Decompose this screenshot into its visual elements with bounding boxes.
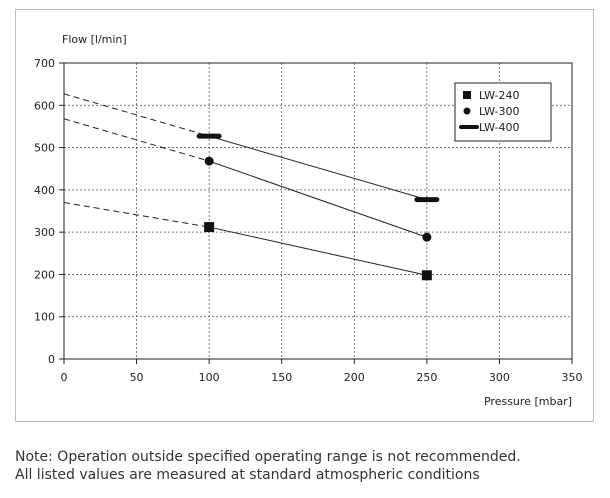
data-point-lw-240 [204,222,215,233]
note-atmospheric-conditions: All listed values are measured at standa… [15,467,480,483]
y-tick-label: 400 [34,184,55,197]
x-tick-label: 0 [61,371,68,384]
plot-area-border [63,62,573,360]
legend-label-lw-400: LW-400 [479,121,520,134]
x-tick-label: 50 [130,371,144,384]
y-tick-label: 600 [34,99,55,112]
data-point-lw-300 [204,156,214,166]
x-tick-label: 150 [271,371,292,384]
x-tick-label: 300 [489,371,510,384]
y-tick-label: 100 [34,311,55,324]
x-tick-label: 200 [344,371,365,384]
flow-pressure-chart: 0 100 200 300 400 500 600 700 0 50 100 150 200 250 300… [34,33,583,408]
x-tick-label: 350 [562,371,583,384]
extrapolation-line-lw-400 [63,93,210,137]
y-tick-label: 700 [34,57,55,70]
data-point-lw-240 [421,270,432,281]
extrapolation-line-lw-300 [63,118,210,162]
note-operating-range: Note: Operation outside specified operat… [15,449,521,465]
x-axis-label: Pressure [mbar] [484,395,572,408]
y-tick-label: 300 [34,226,55,239]
y-tick-label: 500 [34,142,55,155]
y-tick-label: 0 [48,353,55,366]
extrapolation-line-lw-240 [63,202,210,228]
series-line-lw-400 [209,135,427,201]
legend-marker-lw-300 [463,107,471,115]
legend-label-lw-240: LW-240 [479,89,520,102]
legend-marker-lw-240 [463,91,471,99]
data-point-lw-300 [422,232,432,242]
x-tick-label: 100 [199,371,220,384]
series-line-lw-300 [208,160,428,238]
x-tick-label: 250 [416,371,437,384]
series-line-lw-240 [209,226,427,276]
chart-frame [15,9,594,422]
y-axis-label: Flow [l/min] [62,33,127,46]
legend-label-lw-300: LW-300 [479,105,520,118]
y-tick-label: 200 [34,268,55,281]
